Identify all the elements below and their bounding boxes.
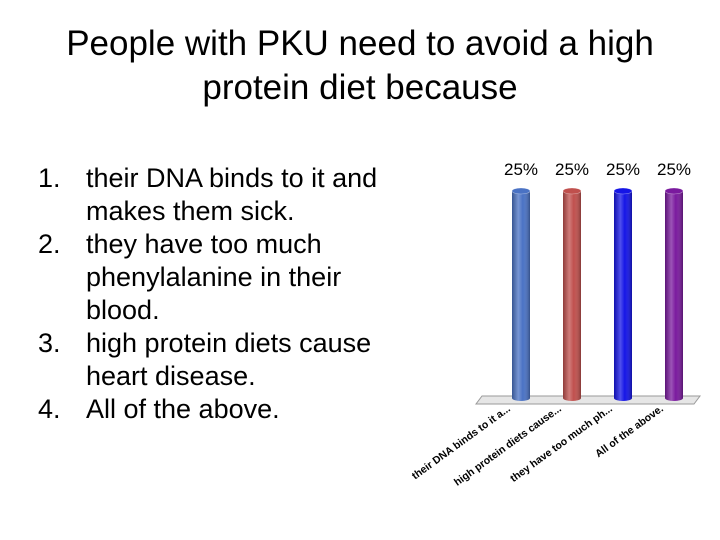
answer-list: 1. their DNA binds to it and makes them … <box>38 162 398 426</box>
answer-item-1: 1. their DNA binds to it and makes them … <box>38 162 398 228</box>
bar-3 <box>613 187 633 401</box>
bar-4 <box>664 187 684 401</box>
bar-2 <box>562 187 582 401</box>
data-label-2: 25% <box>555 160 589 179</box>
answer-number: 1. <box>38 163 61 193</box>
data-label-3: 25% <box>606 160 640 179</box>
answer-text: high protein diets cause heart disease. <box>86 328 372 391</box>
answer-text: All of the above. <box>86 394 280 424</box>
answer-number: 2. <box>38 229 61 259</box>
category-label-3: they have too much ph... <box>508 403 615 485</box>
answer-item-2: 2. they have too much phenylalanine in t… <box>38 228 398 327</box>
data-label-1: 25% <box>504 160 538 179</box>
answer-text: their DNA binds to it and makes them sic… <box>86 163 378 226</box>
answer-item-3: 3. high protein diets cause heart diseas… <box>38 327 398 393</box>
answer-number: 4. <box>38 394 61 424</box>
answer-text: they have too much phenylalanine in thei… <box>86 229 342 325</box>
bar-1 <box>511 187 531 401</box>
data-label-4: 25% <box>657 160 691 179</box>
answer-item-4: 4. All of the above. <box>38 393 398 426</box>
answer-number: 3. <box>38 328 61 358</box>
category-label-1: their DNA binds to it a... <box>410 403 513 482</box>
slide-title: People with PKU need to avoid a high pro… <box>66 24 654 107</box>
